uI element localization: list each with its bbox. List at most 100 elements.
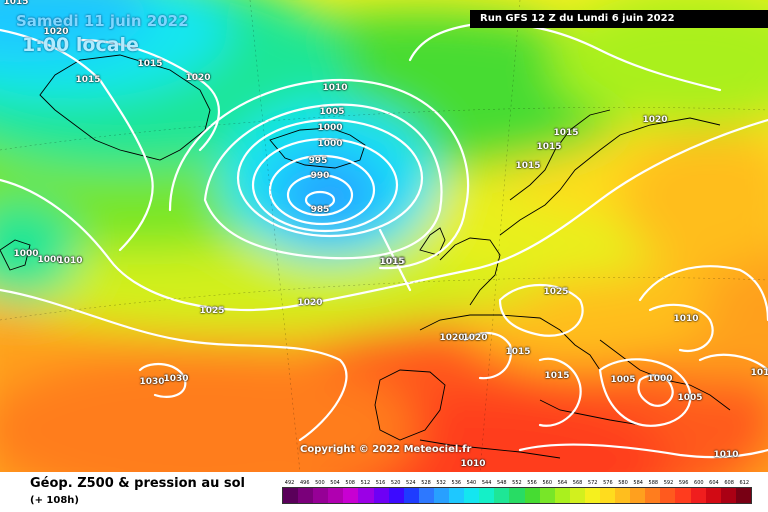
scale-tick: 500 [315,480,325,486]
scale-swatch [449,488,465,503]
isobar-label: 1010 [713,450,739,460]
isobar-label: 1015 [515,161,541,171]
scale-tick: 596 [678,480,689,486]
copyright: Copyright © 2022 Meteociel.fr [300,444,472,455]
scale-swatch [584,488,600,503]
isobar-label: 1020 [297,298,323,308]
scale-swatch [645,488,661,503]
isobar-lines [0,22,768,459]
scale-tick: 524 [406,480,416,486]
scale-tick: 552 [512,480,522,486]
coastlines [0,54,731,459]
forecast-date: Samedi 11 juin 2022 [16,12,189,30]
scale-swatch [660,488,676,503]
scale-tick: 576 [603,480,613,486]
isobar-label: 1015 [553,128,579,138]
isobar-label: 1025 [199,306,225,316]
forecast-map [0,0,768,472]
isobar-label: 1020 [642,115,668,125]
legend-footer: Géop. Z500 & pression au sol (+ 108h) 49… [0,472,768,512]
scale-swatch [675,488,691,503]
scale-tick: 612 [739,480,750,486]
color-scale-ticks: 492 496 500 504 508 512 516 520 524 528 532 536 540 5… [282,480,752,486]
color-scale-bar [282,487,752,504]
isobar-label: 1015 [3,0,29,7]
isobar-label: 1005 [319,107,345,117]
color-scale: 492 496 500 504 508 512 516 520 524 528 532 536 540 5… [282,480,752,504]
scale-swatch [373,488,389,503]
isobar-label: 990 [310,171,330,181]
scale-tick: 560 [542,480,552,486]
forecast-time: 1:00 locale [22,34,139,56]
scale-swatch [735,488,751,503]
scale-tick: 528 [421,480,431,486]
scale-tick: 608 [724,480,734,486]
scale-swatch [313,488,329,503]
run-banner: Run GFS 12 Z du Lundi 6 juin 2022 [470,10,768,28]
scale-swatch [554,488,570,503]
isobar-label: 1000 [317,139,343,149]
isobar-label: 1015 [137,59,163,69]
scale-swatch [464,488,480,503]
scale-tick: 592 [663,480,674,486]
isobar-label: 1030 [139,377,165,387]
scale-swatch [418,488,434,503]
scale-tick: 496 [299,480,310,486]
scale-swatch [509,488,525,503]
isobar-label: 1010 [57,256,83,266]
isobar-label: 1005 [610,375,636,385]
isobar-label: 1030 [163,374,189,384]
scale-swatch [630,488,646,503]
scale-swatch [328,488,344,503]
scale-tick: 556 [527,480,537,486]
isobar-label: 1010 [322,83,348,93]
scale-tick: 600 [694,480,704,486]
isobar-label: 1000 [317,123,343,133]
scale-tick: 568 [572,480,583,486]
isobar-label: 1015 [544,371,570,381]
scale-tick: 584 [633,480,643,486]
scale-tick: 548 [496,480,507,486]
scale-tick: 544 [481,480,492,486]
scale-swatch [569,488,585,503]
isobar-label: 1015 [536,142,562,152]
scale-tick: 520 [390,480,401,486]
scale-tick: 564 [557,480,568,486]
isobar-label: 1000 [37,255,63,265]
isobar-label: 1015 [379,257,405,267]
scale-tick: 572 [587,480,598,486]
scale-tick: 512 [360,480,371,486]
scale-tick: 504 [330,480,340,486]
scale-tick: 540 [466,480,477,486]
scale-swatch [358,488,374,503]
scale-tick: 516 [375,480,386,486]
isobar-label: 1010 [460,459,486,469]
scale-swatch [720,488,736,503]
scale-swatch [615,488,631,503]
isobar-label: 1010 [673,314,699,324]
scale-tick: 604 [709,480,719,486]
scale-tick: 492 [284,480,295,486]
graticule [0,0,768,472]
scale-tick: 508 [345,480,355,486]
isobar-label: 1015 [380,257,406,267]
scale-swatch [539,488,555,503]
scale-swatch [494,488,510,503]
forecast-lead-time: (+ 108h) [30,495,79,506]
scale-tick: 536 [451,480,462,486]
scale-tick: 580 [618,480,628,486]
isobar-label: 1020 [185,73,211,83]
scale-swatch [403,488,419,503]
isobar-label: 1015 [75,75,101,85]
scale-swatch [283,488,299,503]
isobar-label: 1020 [43,27,69,37]
scale-swatch [298,488,314,503]
isobar-label: 985 [310,205,330,215]
scale-swatch [343,488,359,503]
scale-tick: 532 [436,480,446,486]
isobar-label: 101 [750,368,768,378]
scale-swatch [705,488,721,503]
scale-swatch [433,488,450,503]
isobar-label: 1020 [462,333,488,343]
scale-swatch [524,488,540,503]
